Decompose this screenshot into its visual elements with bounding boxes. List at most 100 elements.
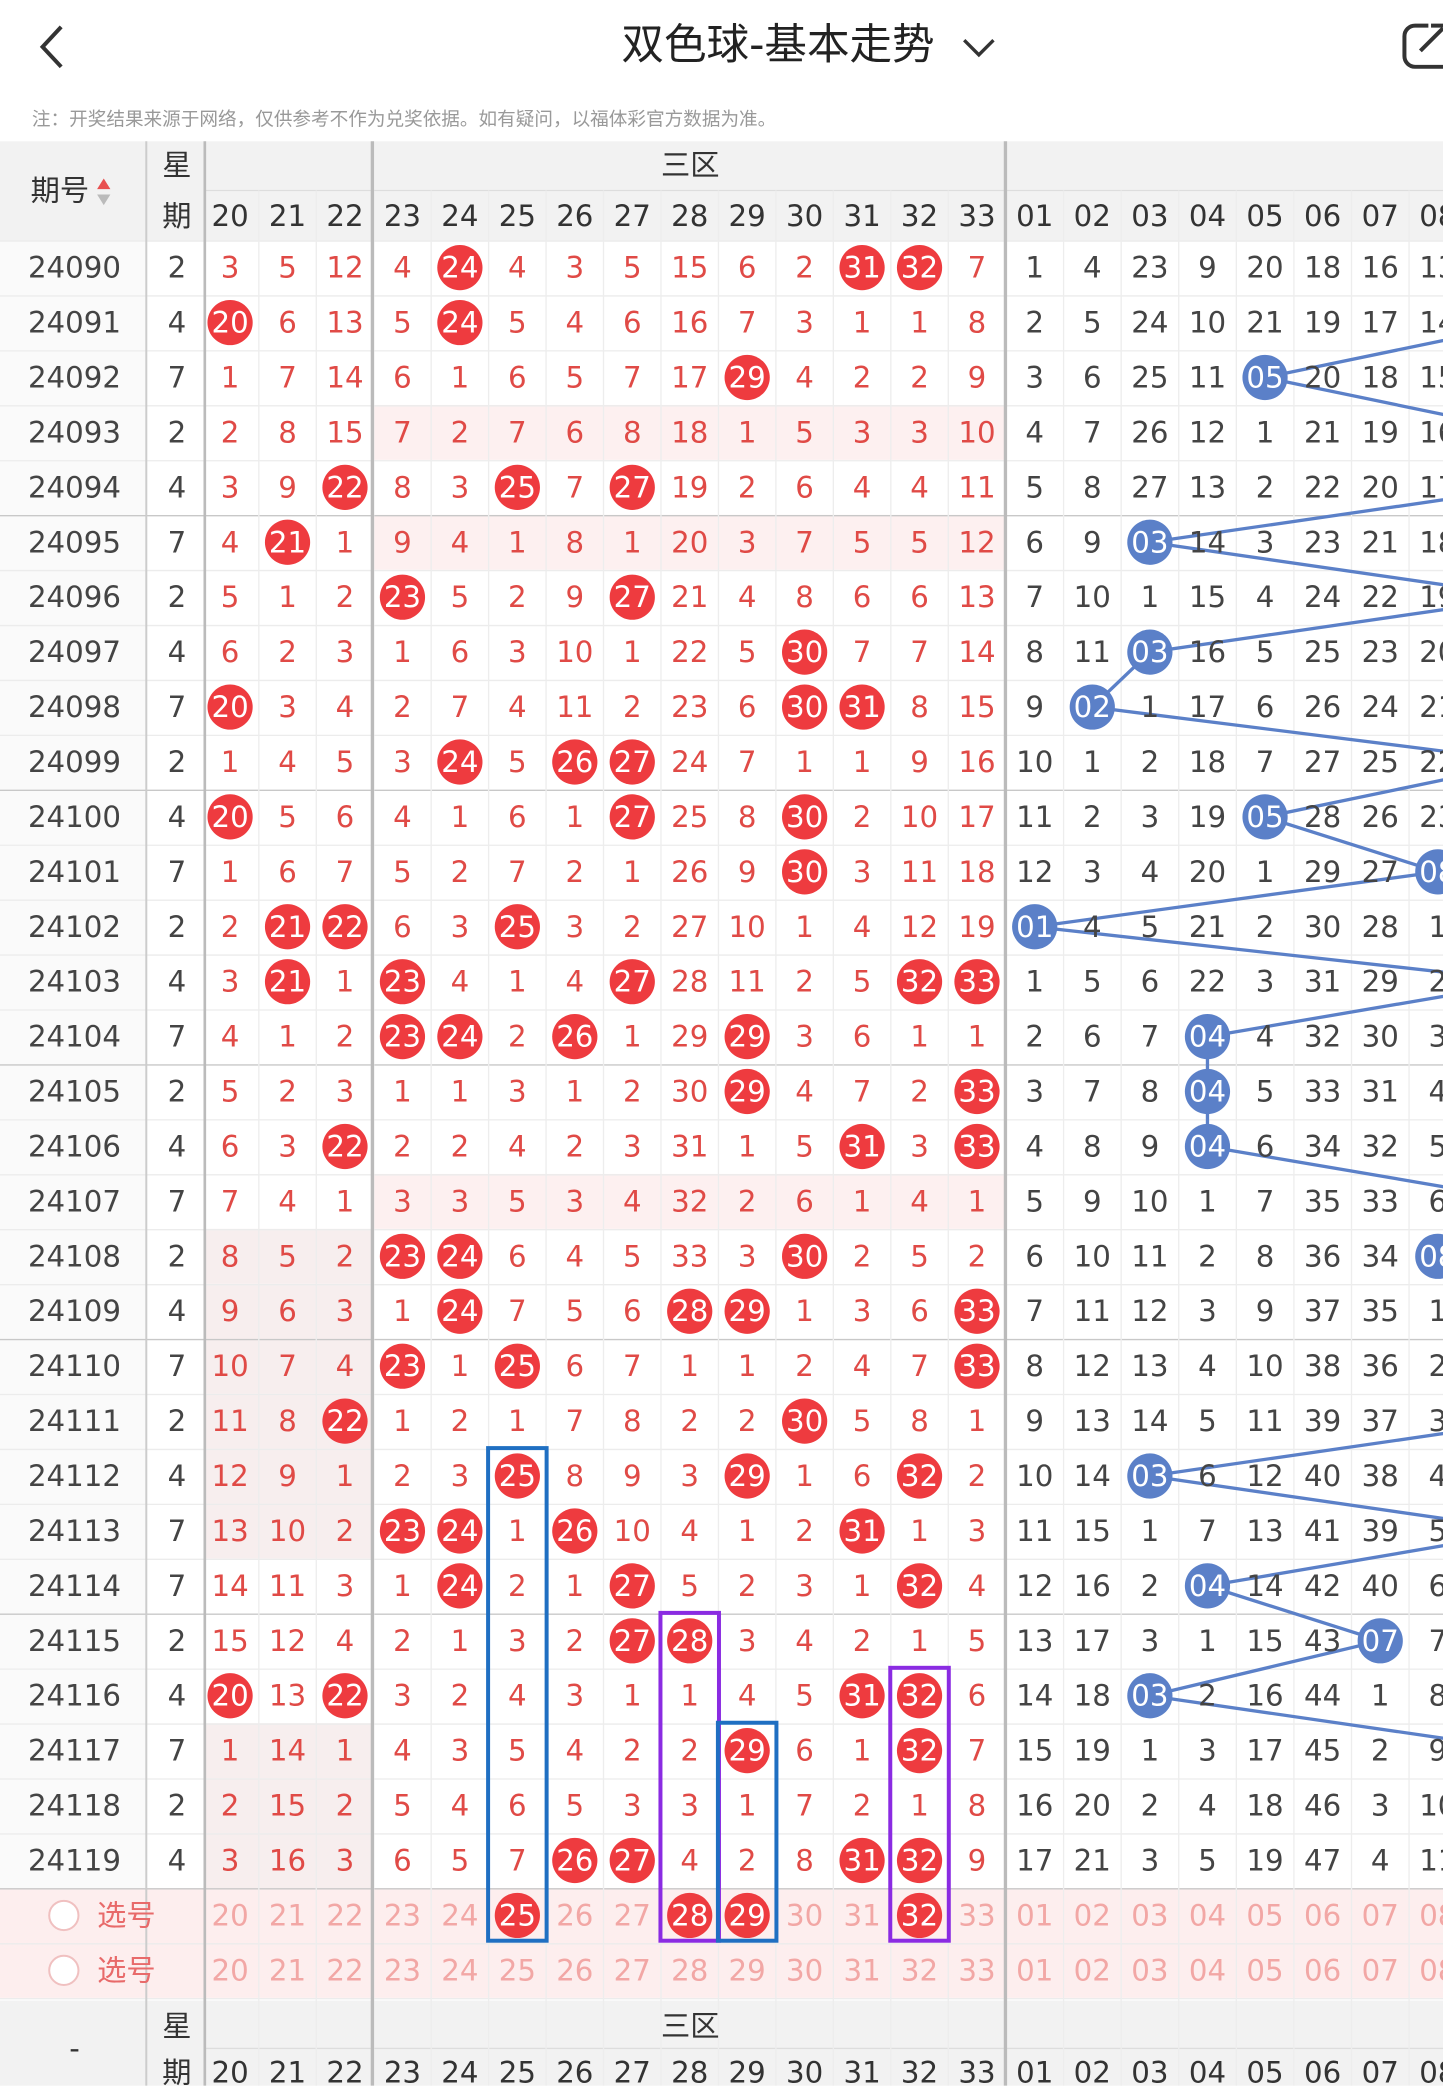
- blue-column-header: 07: [1362, 199, 1399, 233]
- red-miss-count: 2: [336, 580, 355, 614]
- weekday-header: 期: [162, 2055, 191, 2086]
- red-miss-count: 13: [211, 1514, 248, 1548]
- blue-miss-count: 13: [1074, 1404, 1111, 1438]
- red-ball-number: 27: [614, 1569, 651, 1603]
- red-ball: [552, 1014, 598, 1060]
- select-row[interactable]: 选号 20 21 22 23 24 25 26 27 28 29 30 31 32 33 01 02 03 04 05…: [48, 1953, 1443, 1987]
- red-miss-count: 2: [393, 690, 412, 724]
- red-miss-count: 5: [508, 1184, 527, 1218]
- red-miss-count: 14: [326, 360, 363, 394]
- red-miss-count: 1: [451, 1349, 470, 1383]
- blue-column-header: 05: [1246, 199, 1283, 233]
- weekday: 7: [168, 855, 187, 889]
- red-miss-count: 8: [795, 580, 814, 614]
- red-miss-count: 2: [968, 1459, 987, 1493]
- red-miss-count: 5: [795, 1129, 814, 1163]
- select-row[interactable]: 选号 20 21 22 23 24 25 26 27 28 29 30 31 32 33 01 02 03 04 05…: [48, 1892, 1443, 1939]
- red-miss-count: 6: [565, 415, 584, 449]
- back-button[interactable]: [39, 25, 63, 69]
- red-ball: [379, 959, 426, 1005]
- blue-miss-count: 36: [1362, 1349, 1399, 1383]
- weekday: 4: [168, 1679, 187, 1713]
- blue-miss-count: 11: [1016, 1514, 1053, 1548]
- blue-miss-count: 6: [1025, 1239, 1044, 1273]
- red-miss-count: 16: [671, 306, 708, 340]
- blue-miss-count: 47: [1304, 1844, 1341, 1878]
- red-miss-count: 13: [326, 306, 363, 340]
- red-miss-count: 8: [623, 415, 642, 449]
- blue-miss-count: 7: [1429, 1624, 1443, 1658]
- red-ball-number: 32: [901, 1459, 938, 1493]
- page-title[interactable]: 双色球-基本走势: [621, 21, 934, 70]
- blue-miss-count: 1: [1256, 415, 1275, 449]
- red-miss-count: 3: [853, 1294, 872, 1328]
- issue-number: 24108: [28, 1239, 121, 1273]
- blue-miss-count: 19: [1419, 580, 1443, 614]
- red-miss-count: 4: [508, 251, 527, 285]
- blue-ball: [1012, 904, 1058, 950]
- red-ball: [552, 1837, 598, 1884]
- red-ball: [724, 1288, 770, 1334]
- share-icon: [1402, 23, 1443, 69]
- blue-miss-count: 5: [1198, 1844, 1217, 1878]
- red-miss-count: 10: [269, 1514, 306, 1548]
- red-miss-count: 3: [336, 1844, 355, 1878]
- blue-miss-count: 7: [1025, 1294, 1044, 1328]
- red-ball-number: 26: [556, 1514, 593, 1548]
- red-ball: [609, 1837, 655, 1884]
- red-miss-count: 1: [508, 965, 527, 999]
- red-miss-count: 3: [336, 1569, 355, 1603]
- red-miss-count: 6: [508, 360, 527, 394]
- blue-miss-count: 21: [1074, 1844, 1111, 1878]
- red-miss-count: 7: [278, 1349, 297, 1383]
- red-miss-count: 1: [221, 855, 240, 889]
- red-miss-count: 4: [565, 306, 584, 340]
- red-miss-count: 3: [221, 470, 240, 504]
- blue-miss-count: 22: [1304, 470, 1341, 504]
- red-miss-count: 8: [221, 1239, 240, 1273]
- blue-miss-count: 8: [1429, 1679, 1443, 1713]
- blue-miss-count: 27: [1304, 745, 1341, 779]
- red-ball: [782, 629, 828, 675]
- title-dropdown[interactable]: [963, 39, 995, 58]
- blue-ball-number: 05: [1246, 360, 1283, 394]
- blue-miss-count: 6: [1429, 1569, 1443, 1603]
- select-number: 28: [671, 1898, 708, 1932]
- cell-shade: [204, 1778, 373, 1834]
- red-miss-count: 1: [738, 415, 757, 449]
- red-ball: [207, 794, 253, 840]
- blue-miss-count: 3: [1256, 525, 1275, 559]
- red-miss-count: 3: [508, 635, 527, 669]
- red-column-header: 20: [211, 199, 248, 233]
- red-miss-count: 1: [680, 1679, 699, 1713]
- red-ball: [609, 1563, 655, 1609]
- red-ball: [322, 904, 368, 950]
- red-column-header: 23: [384, 2055, 421, 2086]
- select-number: 25: [499, 1953, 536, 1987]
- red-miss-count: 4: [795, 1624, 814, 1658]
- red-miss-count: 5: [565, 1789, 584, 1823]
- red-miss-count: 5: [968, 1624, 987, 1658]
- blue-miss-count: 20: [1362, 470, 1399, 504]
- red-miss-count: 3: [393, 1679, 412, 1713]
- red-miss-count: 23: [671, 690, 708, 724]
- blue-ball: [1242, 794, 1288, 840]
- blue-miss-count: 30: [1362, 1020, 1399, 1054]
- blue-column-header: 02: [1074, 199, 1111, 233]
- blue-miss-count: 18: [1189, 745, 1226, 779]
- blue-miss-count: 18: [1419, 525, 1443, 559]
- select-number: 29: [729, 1953, 766, 1987]
- red-miss-count: 5: [508, 745, 527, 779]
- red-ball-number: 27: [614, 1624, 651, 1658]
- red-miss-count: 5: [853, 525, 872, 559]
- red-miss-count: 2: [565, 1624, 584, 1658]
- share-button[interactable]: [1402, 23, 1443, 69]
- red-ball-number: 33: [958, 1294, 995, 1328]
- red-miss-count: 2: [336, 1514, 355, 1548]
- red-ball: [839, 1673, 885, 1719]
- red-miss-count: 3: [508, 1624, 527, 1658]
- blue-miss-count: 18: [1074, 1679, 1111, 1713]
- red-ball-number: 27: [614, 1844, 651, 1878]
- red-ball: [437, 1563, 483, 1609]
- blue-miss-count: 1: [1198, 1624, 1217, 1658]
